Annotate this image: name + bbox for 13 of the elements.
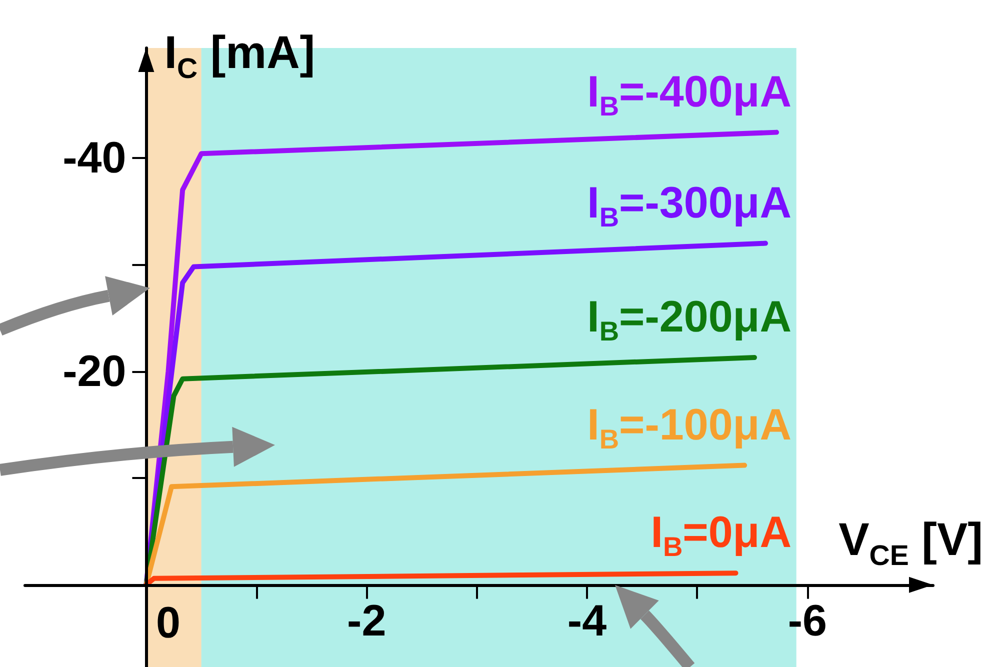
series-label: I$_{B}$=-100μA <box>587 400 792 455</box>
x-tick-label: -2 <box>347 596 386 646</box>
y-axis-title: I$_{C}$ [mA] <box>164 26 316 86</box>
series-label: I$_{B}$=-300μA <box>587 178 792 233</box>
x-tick-label: -6 <box>788 596 827 646</box>
x-tick-label: 0 <box>156 598 180 648</box>
series-label: I$_{B}$=-200μA <box>587 292 792 347</box>
y-tick-label: -20 <box>62 346 126 396</box>
y-tick-label: -40 <box>62 133 126 182</box>
x-axis-title: V$_{CE}$ [V] <box>838 512 983 572</box>
series-label: I$_{B}$=0μA <box>650 508 792 563</box>
series-label: I$_{B}$=-400μA <box>587 67 792 122</box>
x-tick-label: -4 <box>567 596 608 646</box>
